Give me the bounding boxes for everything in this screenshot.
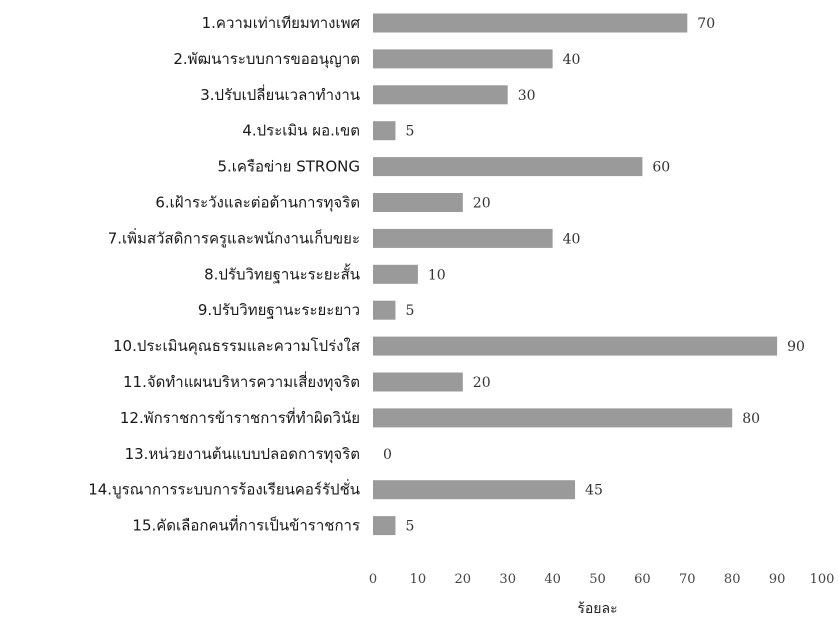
value-label: 70 xyxy=(697,16,715,32)
bar xyxy=(373,480,576,500)
bar xyxy=(373,336,778,356)
category-label: 15.คัดเลือกคนที่การเป็นข้าราชการ xyxy=(132,515,360,535)
bar xyxy=(373,300,396,320)
value-label: 5 xyxy=(405,519,414,535)
category-label: 11.จัดทำแผนบริหารความเสี่ยงทุจริต xyxy=(123,371,360,392)
bar xyxy=(373,516,396,536)
category-label: 10.ประเมินคุณธรรมและความโปร่งใส xyxy=(113,337,360,356)
value-label: 45 xyxy=(585,483,603,499)
category-labels-group: 1.ความเท่าเทียมทางเพศ 2.พัฒนาระบบการขออนุ… xyxy=(88,14,360,535)
x-tick-label: 90 xyxy=(769,572,786,587)
bar xyxy=(373,13,688,33)
x-axis-title: ร้อยละ xyxy=(577,601,617,617)
category-label: 2.พัฒนาระบบการขออนุญาต xyxy=(173,50,360,69)
category-label: 13.หน่วยงานต้นแบบปลอดการทุจริต xyxy=(125,445,360,464)
value-labels-group: 70 40 30 5 60 20 40 10 5 90 20 80 0 45 5 xyxy=(383,16,805,535)
x-tick-label: 30 xyxy=(499,572,516,587)
category-label: 14.บูรณาการระบบการร้องเรียนคอร์รัปชั่น xyxy=(88,479,360,499)
value-label: 60 xyxy=(652,160,670,176)
x-tick-label: 80 xyxy=(724,572,741,587)
category-label: 7.เพิ่มสวัสดิการครูและพนักงานเก็บขยะ xyxy=(108,227,360,247)
category-label: 4.ประเมิน ผอ.เขต xyxy=(242,122,360,140)
value-label: 40 xyxy=(563,231,581,247)
x-tick-label: 60 xyxy=(634,572,651,587)
bar xyxy=(373,228,553,248)
bar xyxy=(373,408,733,428)
value-label: 5 xyxy=(405,124,414,140)
x-tick-label: 20 xyxy=(455,572,472,587)
x-tick-label: 100 xyxy=(810,572,835,587)
x-tick-labels-group: 0 10 20 30 40 50 60 70 80 90 100 xyxy=(369,572,835,587)
bar xyxy=(373,85,508,105)
bar xyxy=(373,49,553,69)
value-label: 30 xyxy=(518,88,536,104)
bar xyxy=(373,372,463,392)
category-label: 6.เฝ้าระวังและต่อต้านการทุจริต xyxy=(155,194,360,213)
category-label: 8.ปรับวิทยฐานะระยะสั้น xyxy=(204,263,360,283)
value-label: 20 xyxy=(473,196,491,212)
category-label: 3.ปรับเปลี่ยนเวลาทำงาน xyxy=(200,84,360,104)
bar xyxy=(373,264,418,284)
bar xyxy=(373,193,463,212)
x-tick-label: 40 xyxy=(544,572,561,587)
value-label: 20 xyxy=(473,375,491,391)
x-tick-label: 10 xyxy=(410,572,427,587)
value-label: 10 xyxy=(428,267,446,283)
x-tick-label: 0 xyxy=(369,572,377,587)
category-label: 12.พักราชการข้าราชการที่ทำผิดวินัย xyxy=(120,407,360,427)
category-label: 9.ปรับวิทยฐานะระยะยาว xyxy=(198,301,360,319)
value-label: 90 xyxy=(787,339,805,355)
value-label: 80 xyxy=(742,411,760,427)
value-label: 40 xyxy=(563,52,581,68)
bars-group xyxy=(373,13,778,536)
value-label: 5 xyxy=(405,303,414,319)
x-tick-label: 70 xyxy=(679,572,696,587)
category-label: 1.ความเท่าเทียมทางเพศ xyxy=(202,14,361,32)
x-tick-label: 50 xyxy=(589,572,606,587)
value-label: 0 xyxy=(383,447,392,463)
bar xyxy=(373,121,396,141)
bar xyxy=(373,157,643,177)
category-label: 5.เครือข่าย STRONG xyxy=(217,158,360,176)
